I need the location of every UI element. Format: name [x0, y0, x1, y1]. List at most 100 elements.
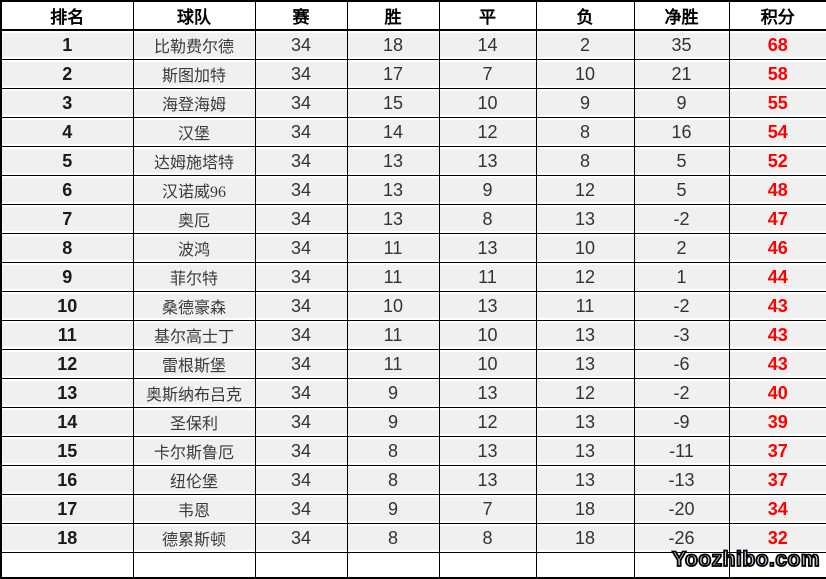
cell-wins: 9	[346, 494, 440, 524]
header-cell-points: 积分	[728, 0, 826, 31]
cell-points: 37	[728, 465, 826, 495]
cell-rank: 1	[0, 29, 134, 60]
blank-cell	[132, 552, 256, 579]
cell-losses: 12	[535, 262, 635, 292]
header-cell-draws: 平	[438, 0, 537, 31]
header-cell-rank: 排名	[0, 0, 134, 31]
cell-losses: 13	[535, 465, 635, 495]
cell-gd: 35	[633, 29, 730, 60]
cell-gd: 16	[633, 117, 730, 147]
cell-wins: 9	[346, 407, 440, 437]
cell-wins: 8	[346, 436, 440, 466]
cell-gd: -3	[633, 320, 730, 350]
cell-points: 43	[728, 291, 826, 321]
site-watermark: Yoozhibo.com	[671, 547, 820, 572]
cell-wins: 14	[346, 117, 440, 147]
cell-points: 55	[728, 88, 826, 118]
cell-gd: -13	[633, 465, 730, 495]
cell-played: 34	[254, 291, 348, 321]
cell-wins: 8	[346, 523, 440, 553]
cell-wins: 8	[346, 465, 440, 495]
cell-losses: 11	[535, 291, 635, 321]
cell-losses: 2	[535, 29, 635, 60]
cell-rank: 15	[0, 436, 134, 466]
cell-points: 34	[728, 494, 826, 524]
cell-losses: 10	[535, 59, 635, 89]
cell-rank: 16	[0, 465, 134, 495]
cell-gd: 21	[633, 59, 730, 89]
cell-losses: 13	[535, 349, 635, 379]
cell-team: 圣保利	[132, 407, 256, 437]
cell-rank: 13	[0, 378, 134, 408]
cell-team: 比勒费尔德	[132, 29, 256, 60]
cell-played: 34	[254, 29, 348, 60]
blank-cell	[438, 552, 537, 579]
cell-losses: 13	[535, 436, 635, 466]
cell-draws: 13	[438, 291, 537, 321]
cell-rank: 18	[0, 523, 134, 553]
header-cell-played: 赛	[254, 0, 348, 31]
cell-wins: 10	[346, 291, 440, 321]
cell-draws: 11	[438, 262, 537, 292]
cell-draws: 7	[438, 494, 537, 524]
table-row: 13 奥斯纳布吕克 34 9 13 12 -2 40	[0, 378, 826, 408]
table-row: 12 雷根斯堡 34 11 10 13 -6 43	[0, 349, 826, 379]
table-row: 1 比勒费尔德 34 18 14 2 35 68	[0, 29, 826, 60]
header-cell-gd: 净胜	[633, 0, 730, 31]
cell-points: 54	[728, 117, 826, 147]
cell-gd: -11	[633, 436, 730, 466]
table-row: 3 海登海姆 34 15 10 9 9 55	[0, 88, 826, 118]
cell-wins: 17	[346, 59, 440, 89]
cell-draws: 13	[438, 146, 537, 176]
cell-wins: 11	[346, 349, 440, 379]
cell-team: 汉诺威96	[132, 175, 256, 205]
blank-cell	[728, 552, 826, 579]
cell-rank: 17	[0, 494, 134, 524]
cell-draws: 8	[438, 523, 537, 553]
cell-team: 韦恩	[132, 494, 256, 524]
cell-played: 34	[254, 233, 348, 263]
table-row: 8 波鸿 34 11 13 10 2 46	[0, 233, 826, 263]
cell-team: 海登海姆	[132, 88, 256, 118]
cell-gd: 5	[633, 146, 730, 176]
cell-wins: 9	[346, 378, 440, 408]
cell-played: 34	[254, 494, 348, 524]
cell-losses: 13	[535, 204, 635, 234]
cell-wins: 13	[346, 175, 440, 205]
cell-draws: 14	[438, 29, 537, 60]
header-cell-team: 球队	[132, 0, 256, 31]
cell-draws: 7	[438, 59, 537, 89]
cell-wins: 18	[346, 29, 440, 60]
cell-draws: 10	[438, 349, 537, 379]
cell-rank: 14	[0, 407, 134, 437]
blank-cell	[633, 552, 730, 579]
cell-played: 34	[254, 88, 348, 118]
cell-gd: -20	[633, 494, 730, 524]
table-row: 15 卡尔斯鲁厄 34 8 13 13 -11 37	[0, 436, 826, 466]
table-row: 14 圣保利 34 9 12 13 -9 39	[0, 407, 826, 437]
table-row: 18 德累斯顿 34 8 8 18 -26 32	[0, 523, 826, 553]
cell-losses: 8	[535, 146, 635, 176]
cell-losses: 9	[535, 88, 635, 118]
cell-rank: 6	[0, 175, 134, 205]
cell-played: 34	[254, 349, 348, 379]
blank-cell	[0, 552, 134, 579]
cell-team: 德累斯顿	[132, 523, 256, 553]
cell-played: 34	[254, 436, 348, 466]
cell-rank: 2	[0, 59, 134, 89]
cell-played: 34	[254, 59, 348, 89]
cell-gd: 9	[633, 88, 730, 118]
cell-played: 34	[254, 523, 348, 553]
cell-team: 雷根斯堡	[132, 349, 256, 379]
cell-draws: 10	[438, 88, 537, 118]
cell-losses: 13	[535, 407, 635, 437]
cell-rank: 9	[0, 262, 134, 292]
cell-draws: 13	[438, 436, 537, 466]
table-row: 2 斯图加特 34 17 7 10 21 58	[0, 59, 826, 89]
cell-draws: 12	[438, 407, 537, 437]
cell-played: 34	[254, 175, 348, 205]
cell-points: 44	[728, 262, 826, 292]
cell-points: 43	[728, 320, 826, 350]
cell-rank: 11	[0, 320, 134, 350]
